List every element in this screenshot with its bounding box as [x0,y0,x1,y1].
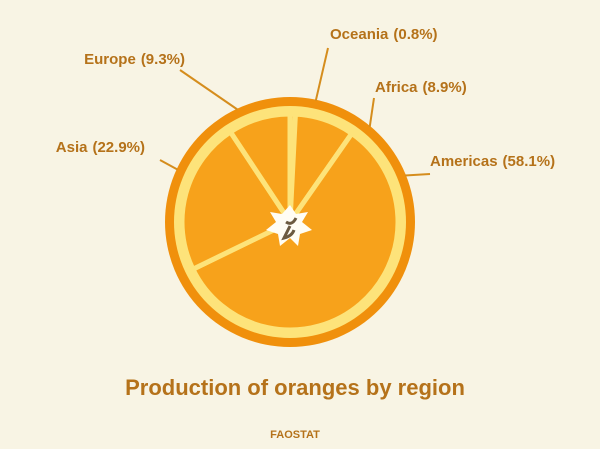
orange-seed [281,217,298,241]
slice-label: Asia (22.9%) [56,139,145,156]
value-label: (22.9%) [92,139,145,156]
leader-line [404,173,431,177]
value-label: (9.3%) [141,51,185,68]
slice-label: Europe (9.3%) [84,51,185,68]
pie-segment [227,111,293,225]
category-label: Oceania [330,26,389,43]
category-label: Asia [56,139,88,156]
slice-label: Oceania (0.8%) [330,26,438,43]
category-label: Americas [430,153,498,170]
slice-label: Americas (58.1%) [430,153,555,170]
value-label: (58.1%) [503,153,556,170]
value-label: (8.9%) [423,79,467,96]
chart-title: Production of oranges by region [125,375,465,400]
leader-line [179,69,239,111]
pie-segment [179,129,293,272]
category-label: Europe [84,51,136,68]
source: FAOSTAT [270,429,320,441]
leader-line [159,159,179,171]
value-label: (0.8%) [393,26,437,43]
category-label: Africa [375,79,418,96]
leader-line [314,47,329,101]
leader-line [368,97,375,128]
slice-label: Africa (8.9%) [375,79,467,96]
